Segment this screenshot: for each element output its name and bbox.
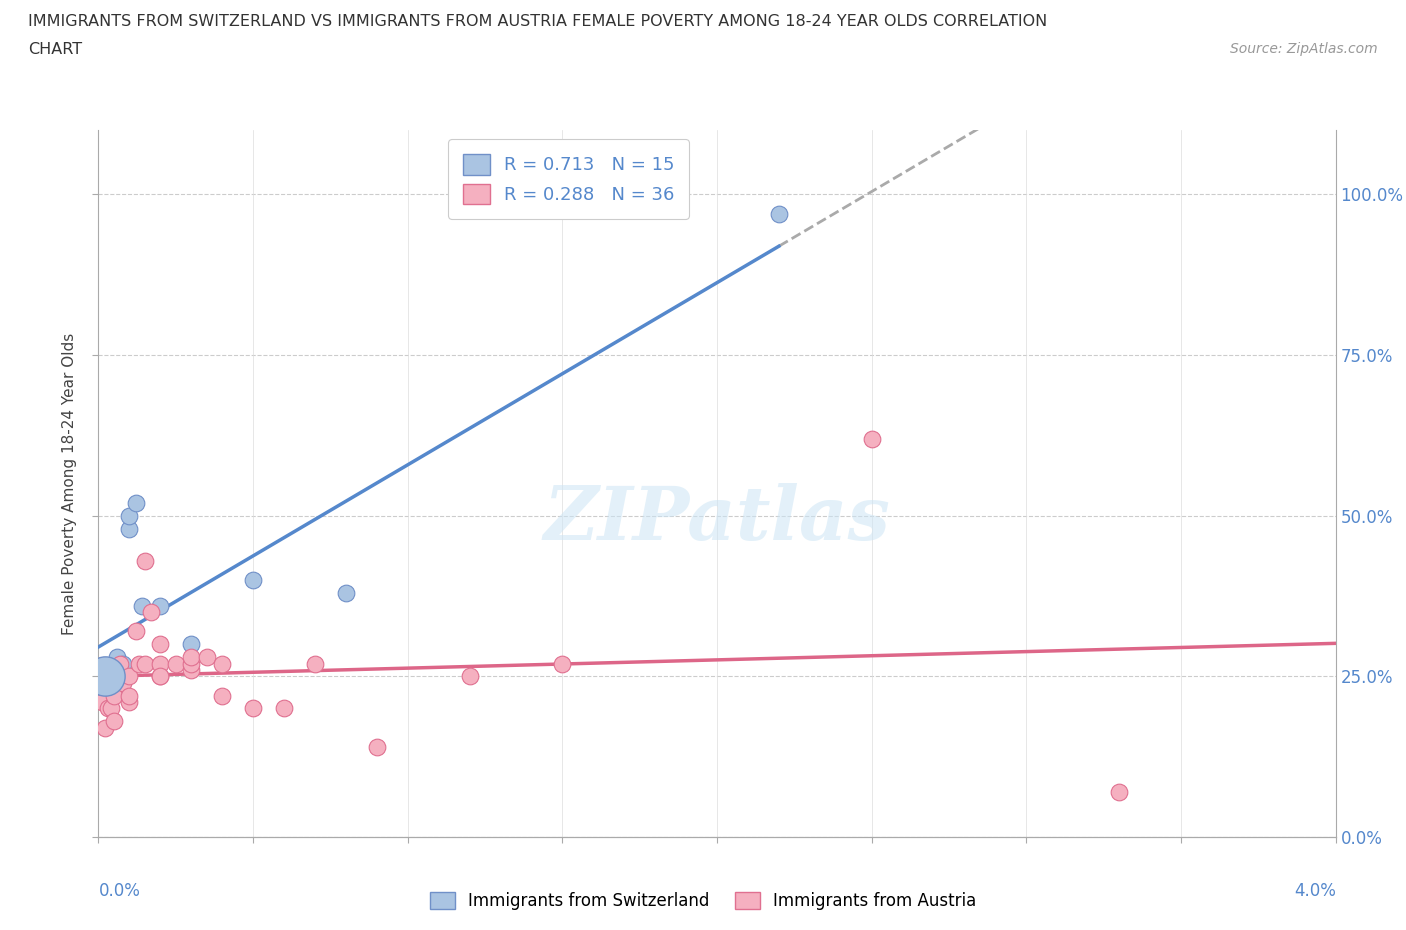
Point (93, 669, 115, 684)
Legend: R = 0.713   N = 15, R = 0.288   N = 36: R = 0.713 N = 15, R = 0.288 N = 36 (449, 140, 689, 219)
Text: IMMIGRANTS FROM SWITZERLAND VS IMMIGRANTS FROM AUSTRIA FEMALE POVERTY AMONG 18-2: IMMIGRANTS FROM SWITZERLAND VS IMMIGRANT… (28, 14, 1047, 29)
Text: 0.0%: 0.0% (98, 882, 141, 900)
Text: Source: ZipAtlas.com: Source: ZipAtlas.com (1230, 42, 1378, 56)
Text: CHART: CHART (28, 42, 82, 57)
Y-axis label: Female Poverty Among 18-24 Year Olds: Female Poverty Among 18-24 Year Olds (62, 333, 77, 635)
Legend: Immigrants from Switzerland, Immigrants from Austria: Immigrants from Switzerland, Immigrants … (423, 885, 983, 917)
Text: ZIPatlas: ZIPatlas (544, 483, 890, 555)
Text: 4.0%: 4.0% (1294, 882, 1336, 900)
